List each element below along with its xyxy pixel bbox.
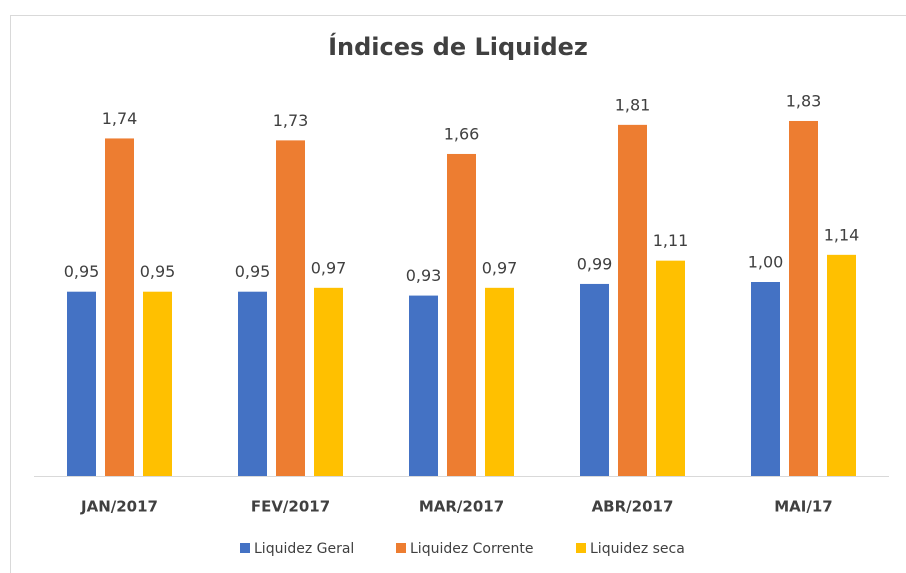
bar (105, 138, 134, 476)
bar (618, 124, 647, 477)
data-label: 1,83 (786, 91, 822, 110)
data-label: 0,99 (577, 254, 613, 273)
data-label: 0,95 (140, 262, 176, 281)
chart-title: Índices de Liquidez (328, 32, 588, 61)
x-tick-label: ABR/2017 (592, 498, 674, 516)
bar (276, 140, 305, 476)
bar (485, 287, 514, 476)
data-label: 1,81 (615, 95, 651, 114)
x-tick-label: MAI/17 (774, 498, 832, 516)
bar (409, 295, 438, 476)
data-label: 1,66 (444, 124, 480, 143)
legend-swatch (240, 543, 250, 553)
bar (314, 287, 343, 476)
data-label: 0,97 (482, 258, 518, 277)
bar (656, 260, 685, 476)
data-label: 1,11 (653, 231, 689, 250)
x-tick-label: JAN/2017 (80, 498, 158, 516)
legend-label: Liquidez Geral (254, 541, 354, 557)
bar (67, 291, 96, 476)
bar (238, 291, 267, 476)
bar (789, 120, 818, 476)
x-tick-label: FEV/2017 (251, 498, 330, 516)
bar (447, 153, 476, 476)
data-label: 0,93 (406, 266, 442, 285)
legend-label: Liquidez seca (590, 541, 685, 557)
data-label: 1,73 (273, 111, 309, 130)
legend-label: Liquidez Corrente (410, 541, 534, 557)
data-label: 1,00 (748, 253, 784, 272)
legend-swatch (576, 543, 586, 553)
data-label: 1,14 (824, 225, 860, 244)
data-label: 1,74 (102, 109, 138, 128)
bar (143, 291, 172, 476)
data-label: 0,95 (64, 262, 100, 281)
bar (827, 254, 856, 476)
bar (580, 283, 609, 476)
x-tick-label: MAR/2017 (419, 498, 504, 516)
data-label: 0,97 (311, 258, 347, 277)
data-label: 0,95 (235, 262, 271, 281)
legend-swatch (396, 543, 406, 553)
bar (751, 282, 780, 476)
